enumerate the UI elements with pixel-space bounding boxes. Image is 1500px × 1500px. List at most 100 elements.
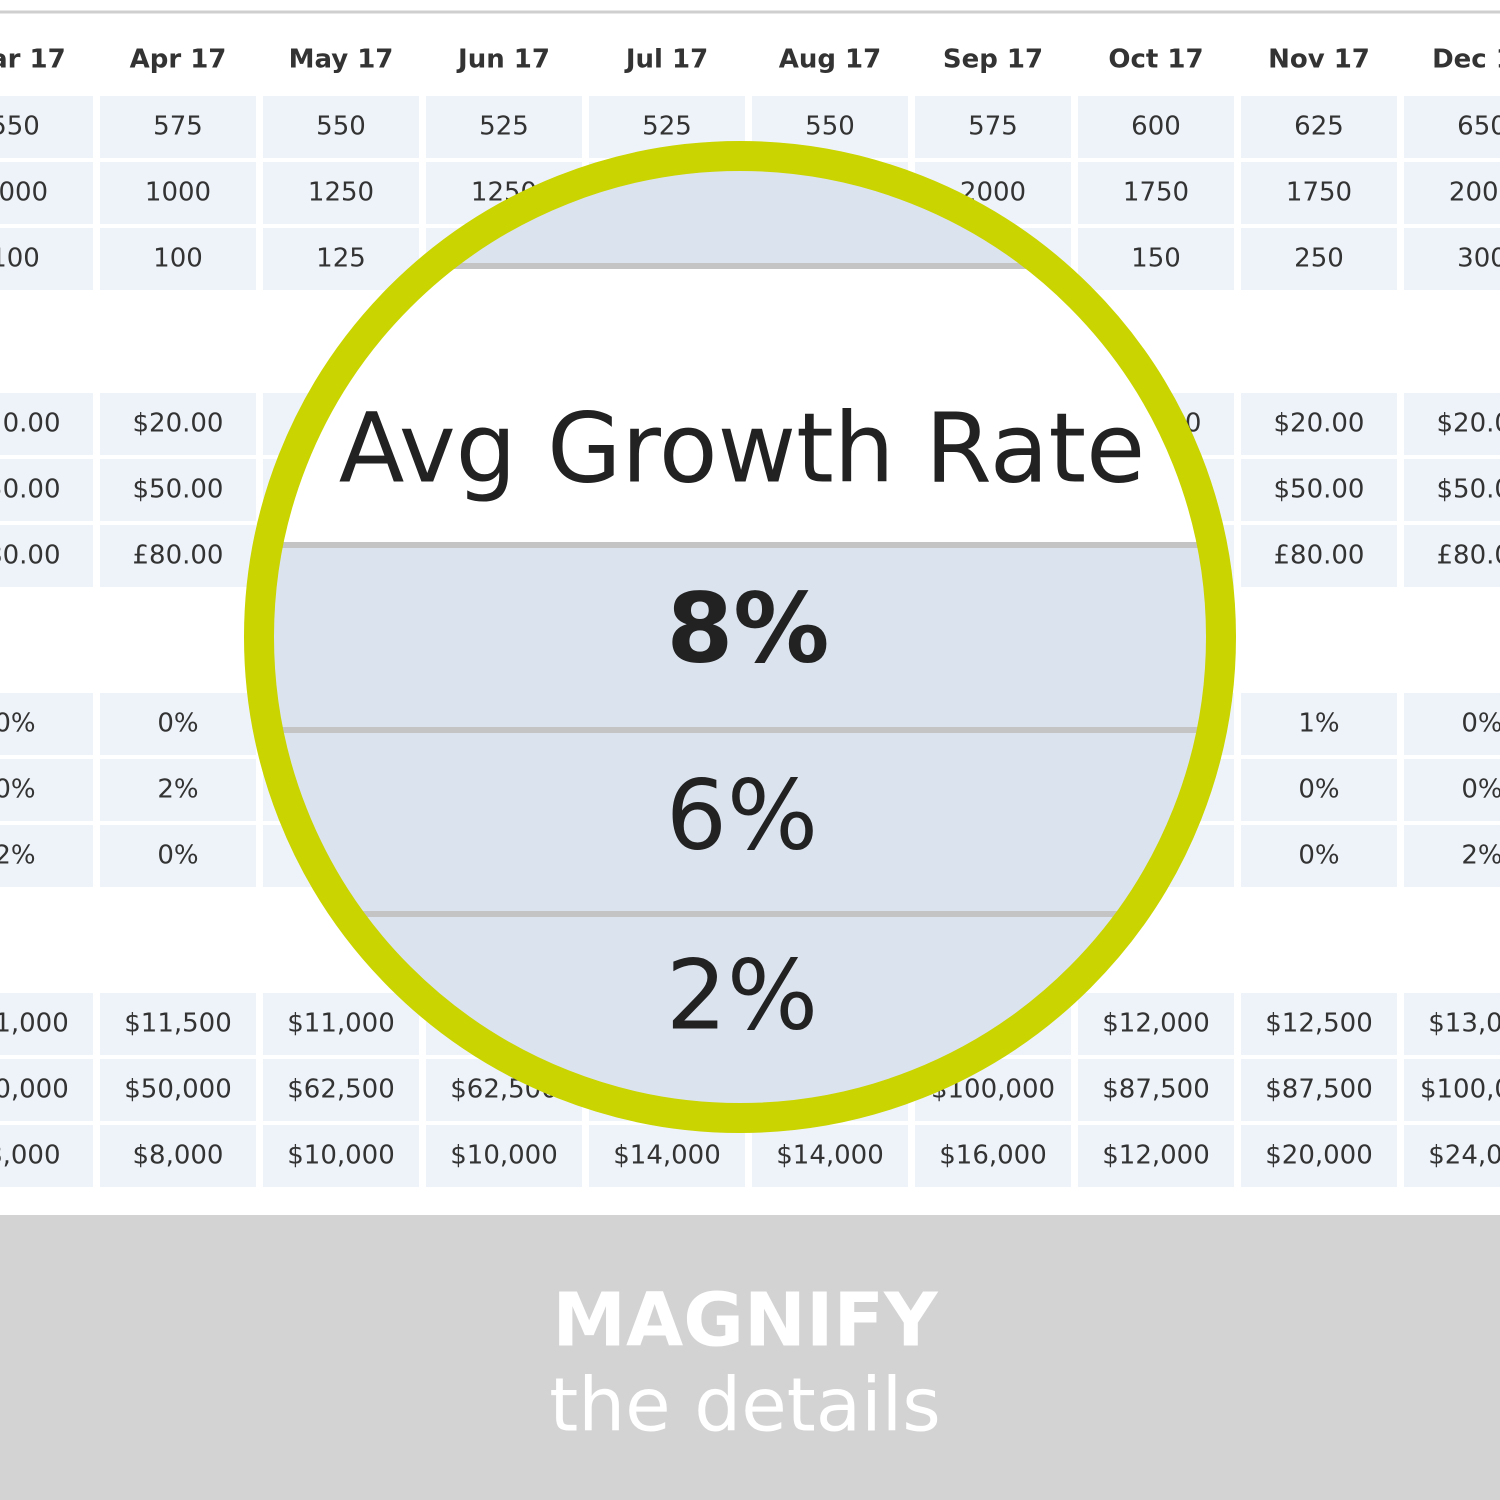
cell-text: $12,000 — [1102, 1009, 1210, 1039]
cell-text: 550 — [316, 112, 366, 142]
cell-text: 525 — [642, 112, 692, 142]
cell-text: 550 — [805, 112, 855, 142]
cell-text: $50.00 — [1437, 475, 1500, 505]
cell-text: 1750 — [1123, 178, 1189, 208]
cell-text: 2% — [0, 841, 36, 871]
cell-text: 575 — [968, 112, 1018, 142]
cell-text: 625 — [1294, 112, 1344, 142]
cell-text: £80.00 — [0, 541, 60, 571]
cell — [100, 1059, 256, 1121]
cell — [263, 1059, 419, 1121]
cell-text: 2% — [157, 775, 198, 805]
cell-text: 0% — [157, 709, 198, 739]
cell — [0, 228, 93, 290]
cell-text: $87,500 — [1265, 1075, 1373, 1105]
cell — [263, 96, 419, 158]
column-header: Oct 17 — [1108, 45, 1203, 75]
cell — [100, 759, 256, 821]
column-header: Nov 17 — [1268, 45, 1370, 75]
cell-text: 1750 — [1286, 178, 1352, 208]
cell — [589, 1125, 745, 1187]
cell — [1404, 393, 1500, 455]
cell — [1404, 96, 1500, 158]
cell-text: $11,000 — [0, 1009, 69, 1039]
cell — [100, 393, 256, 455]
cell-text: $50.00 — [133, 475, 224, 505]
lens-value: 6% — [666, 759, 818, 871]
cell — [1241, 759, 1397, 821]
cell — [100, 825, 256, 887]
cell-text: 575 — [153, 112, 203, 142]
column-header: May 17 — [289, 45, 394, 75]
cell — [263, 162, 419, 224]
cell-text: 0% — [157, 841, 198, 871]
cell-text: 2% — [1461, 841, 1500, 871]
cell-text: 1% — [1298, 709, 1339, 739]
cell-text: $50,000 — [0, 1075, 69, 1105]
cell-text: $50.00 — [0, 475, 60, 505]
cell — [1404, 825, 1500, 887]
cell — [915, 1125, 1071, 1187]
cell-text: $20.00 — [1437, 409, 1500, 439]
cell — [426, 1125, 582, 1187]
cell — [263, 993, 419, 1055]
cell-text: £80.00 — [1437, 541, 1500, 571]
column-header: Jun 17 — [456, 45, 550, 75]
banner-subtitle: the details — [549, 1363, 941, 1449]
cell-text: 0% — [1461, 709, 1500, 739]
cell — [0, 459, 93, 521]
cell-text: 1000 — [0, 178, 48, 208]
cell — [1404, 228, 1500, 290]
cell-text: 650 — [1457, 112, 1500, 142]
cell-text: 0% — [0, 775, 36, 805]
cell-text: $14,000 — [776, 1141, 884, 1171]
cell — [263, 1125, 419, 1187]
lens-ring — [244, 141, 1236, 1133]
cell — [1404, 759, 1500, 821]
cell — [0, 1125, 93, 1187]
cell-text: $11,500 — [124, 1009, 232, 1039]
cell — [100, 96, 256, 158]
cell-text: 550 — [0, 112, 40, 142]
cell-text: £80.00 — [133, 541, 224, 571]
cell — [100, 525, 256, 587]
cell-text: 0% — [1298, 841, 1339, 871]
cell — [1078, 993, 1234, 1055]
column-header: Sep 17 — [943, 45, 1043, 75]
cell — [1241, 1125, 1397, 1187]
cell — [0, 759, 93, 821]
cell — [263, 228, 419, 290]
cell-text: $100,000 — [1420, 1075, 1500, 1105]
cell-text: $62,500 — [287, 1075, 395, 1105]
cell — [1241, 1059, 1397, 1121]
cell — [1404, 459, 1500, 521]
banner — [0, 1215, 1500, 1500]
cell-text: 125 — [316, 244, 366, 274]
column-header: Dec 17 — [1432, 45, 1500, 75]
lens-value: 8% — [667, 572, 830, 684]
cell — [1404, 693, 1500, 755]
cell — [100, 228, 256, 290]
cell-text: $24,000 — [1428, 1141, 1500, 1171]
lens-title: Avg Growth Rate — [339, 392, 1145, 504]
cell — [1241, 525, 1397, 587]
cell — [100, 459, 256, 521]
cell — [100, 693, 256, 755]
column-header: Aug 17 — [779, 45, 881, 75]
cell-text: $12,500 — [1265, 1009, 1373, 1039]
cell — [1078, 96, 1234, 158]
column-header: Jul 17 — [624, 45, 708, 75]
cell-text: $20,000 — [1265, 1141, 1373, 1171]
cell — [1404, 525, 1500, 587]
cell — [0, 96, 93, 158]
cell-text: $13,000 — [1428, 1009, 1500, 1039]
cell — [915, 96, 1071, 158]
cell-text: 2000 — [1449, 178, 1500, 208]
cell — [100, 993, 256, 1055]
cell — [1404, 1059, 1500, 1121]
cell — [1078, 228, 1234, 290]
column-header: Apr 17 — [130, 45, 227, 75]
cell — [1404, 162, 1500, 224]
cell — [0, 1059, 93, 1121]
